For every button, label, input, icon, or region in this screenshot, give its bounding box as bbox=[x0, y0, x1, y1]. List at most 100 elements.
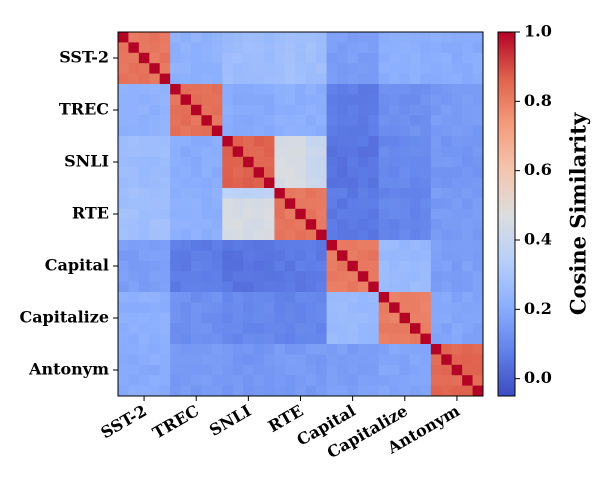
heatmap-cell bbox=[326, 260, 338, 272]
heatmap-cell bbox=[305, 136, 317, 147]
heatmap-cell bbox=[368, 292, 380, 303]
heatmap-cell bbox=[378, 73, 390, 85]
heatmap-cell bbox=[357, 167, 369, 178]
heatmap-cell bbox=[410, 333, 421, 345]
heatmap-cell bbox=[243, 167, 254, 178]
heatmap-cell bbox=[201, 302, 213, 314]
heatmap-cell bbox=[399, 63, 411, 74]
heatmap-cell bbox=[420, 167, 432, 178]
heatmap-cell bbox=[138, 292, 150, 303]
heatmap-cell bbox=[222, 312, 234, 324]
heatmap-cell bbox=[295, 177, 307, 189]
heatmap-cell bbox=[274, 385, 286, 397]
heatmap-cell bbox=[295, 302, 307, 314]
heatmap-cell bbox=[399, 156, 411, 168]
heatmap-cell bbox=[159, 125, 171, 137]
heatmap-cell bbox=[462, 42, 473, 54]
heatmap-cell bbox=[430, 271, 442, 282]
heatmap-cell bbox=[222, 229, 234, 241]
heatmap-cell bbox=[316, 32, 327, 43]
heatmap-cell bbox=[410, 208, 421, 220]
heatmap-cell bbox=[232, 177, 244, 189]
heatmap-cell bbox=[357, 240, 369, 251]
heatmap-cell bbox=[378, 250, 390, 262]
heatmap-cell bbox=[399, 136, 411, 147]
heatmap-cell bbox=[347, 84, 359, 95]
heatmap-cell bbox=[357, 198, 369, 210]
heatmap-cell bbox=[347, 260, 359, 272]
heatmap-cell bbox=[118, 364, 129, 376]
heatmap-cell bbox=[441, 188, 453, 199]
heatmap-cell bbox=[138, 136, 150, 147]
heatmap-cell bbox=[410, 104, 421, 116]
heatmap-cell bbox=[347, 42, 359, 54]
heatmap-cell bbox=[170, 188, 181, 199]
heatmap-cell bbox=[222, 292, 234, 303]
heatmap-cell bbox=[305, 42, 317, 54]
heatmap-cell bbox=[138, 271, 150, 282]
heatmap-cells bbox=[118, 32, 484, 397]
heatmap-cell bbox=[357, 52, 369, 64]
heatmap-cell bbox=[274, 94, 286, 106]
heatmap-cell bbox=[232, 302, 244, 314]
heatmap-cell bbox=[378, 219, 390, 230]
heatmap-cell bbox=[326, 156, 338, 168]
heatmap-cell bbox=[232, 292, 244, 303]
heatmap-cell bbox=[253, 219, 265, 230]
y-axis: SST-2 TREC SNLI RTE Capital Capitalize Antonym bbox=[19, 48, 118, 379]
heatmap-cell bbox=[420, 364, 432, 376]
heatmap-cell bbox=[170, 208, 181, 220]
heatmap-cell bbox=[389, 323, 400, 334]
heatmap-cell bbox=[389, 208, 400, 220]
heatmap-cell bbox=[211, 42, 223, 54]
heatmap-cell bbox=[264, 260, 275, 272]
heatmap-cell bbox=[347, 52, 359, 64]
heatmap-cell bbox=[378, 302, 390, 314]
heatmap-cell bbox=[420, 312, 432, 324]
heatmap-cell bbox=[232, 115, 244, 126]
heatmap-cell bbox=[211, 281, 223, 293]
heatmap-cell bbox=[138, 333, 150, 345]
heatmap-cell bbox=[357, 281, 369, 293]
heatmap-cell bbox=[410, 198, 421, 210]
heatmap-cell bbox=[326, 32, 338, 43]
heatmap-cell bbox=[191, 167, 202, 178]
heatmap-cell bbox=[118, 156, 129, 168]
heatmap-cell bbox=[472, 302, 484, 314]
heatmap-cell bbox=[170, 219, 181, 230]
heatmap-cell bbox=[274, 136, 286, 147]
heatmap-cell bbox=[170, 260, 181, 272]
heatmap-cell bbox=[357, 104, 369, 116]
heatmap-cell bbox=[232, 167, 244, 178]
heatmap-cell bbox=[399, 354, 411, 366]
heatmap-cell bbox=[430, 125, 442, 137]
heatmap-cell bbox=[420, 42, 432, 54]
heatmap-cell bbox=[399, 167, 411, 178]
heatmap-cell bbox=[472, 344, 484, 355]
heatmap-cell bbox=[253, 375, 265, 386]
heatmap-cell bbox=[191, 292, 202, 303]
heatmap-cell bbox=[159, 302, 171, 314]
heatmap-cell bbox=[305, 323, 317, 334]
heatmap-cell bbox=[462, 167, 473, 178]
heatmap-cell bbox=[337, 208, 348, 220]
heatmap-cell bbox=[253, 333, 265, 345]
heatmap-cell bbox=[243, 260, 254, 272]
heatmap-cell bbox=[368, 84, 380, 95]
heatmap-cell bbox=[378, 292, 390, 303]
heatmap-cell bbox=[472, 177, 484, 189]
heatmap-cell bbox=[138, 302, 150, 314]
heatmap-cell bbox=[337, 375, 348, 386]
heatmap-cell bbox=[191, 219, 202, 230]
heatmap-cell bbox=[326, 104, 338, 116]
heatmap-cell bbox=[451, 125, 463, 137]
heatmap-cell bbox=[138, 32, 150, 43]
heatmap-cell bbox=[326, 188, 338, 199]
heatmap-cell bbox=[138, 323, 150, 334]
heatmap-cell bbox=[347, 250, 359, 262]
heatmap-cell bbox=[274, 364, 286, 376]
heatmap-cell bbox=[451, 136, 463, 147]
heatmap-cell bbox=[368, 323, 380, 334]
heatmap-cell bbox=[420, 219, 432, 230]
heatmap-cell bbox=[170, 281, 181, 293]
